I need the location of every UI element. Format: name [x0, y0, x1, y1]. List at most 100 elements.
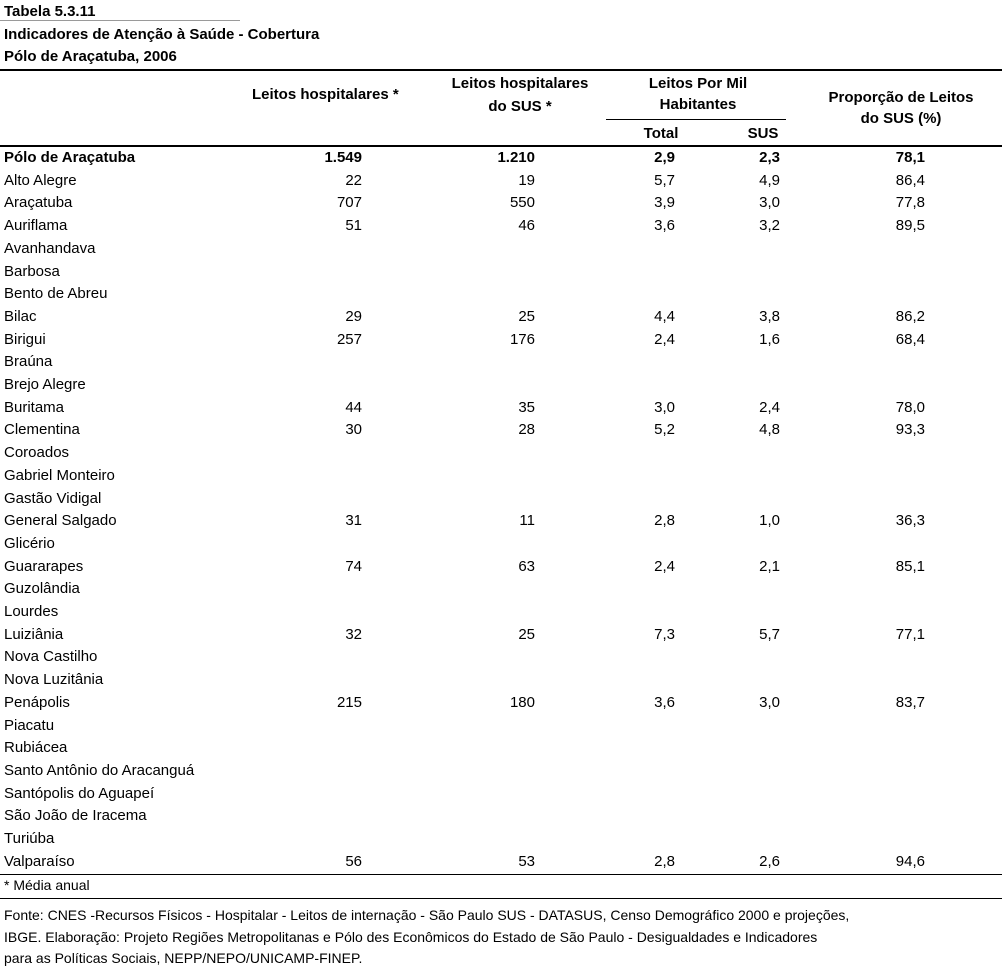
municipality-name: Rubiácea: [4, 739, 68, 757]
municipality-name: Guzolândia: [4, 580, 80, 598]
table-row: Glicério: [0, 533, 1002, 556]
table-row: Gabriel Monteiro: [0, 465, 1002, 488]
per-mil-sus-value: 2,3: [759, 149, 780, 166]
table-row: Bilac 29 25 4,4 3,8 86,2: [0, 306, 1002, 329]
header-top-rule: [0, 69, 1002, 71]
table-row: Auriflama 51 46 3,6 3,2 89,5: [0, 215, 1002, 238]
header-por-mil-line1: Leitos Por Mil: [648, 75, 748, 92]
per-mil-sus-value: 4,9: [759, 171, 780, 189]
table-row: Turiúba: [0, 828, 1002, 851]
per-mil-sus-value: 2,1: [759, 557, 780, 575]
leitos-value: 29: [345, 307, 362, 325]
table-row: Valparaíso 56 53 2,8 2,6 94,6: [0, 851, 1002, 874]
municipality-name: Gabriel Monteiro: [4, 466, 115, 484]
footnote: * Média anual: [4, 877, 90, 893]
header-leitos-hospitalares: Leitos hospitalares *: [252, 86, 399, 103]
leitos-sus-value: 550: [509, 194, 535, 212]
per-mil-total-value: 2,4: [654, 557, 675, 575]
proportion-value: 86,4: [895, 171, 925, 189]
municipality-name: Coroados: [4, 444, 70, 462]
table-row: Nova Luzitânia: [0, 669, 1002, 692]
header-proporcao-line2: do SUS (%): [860, 110, 942, 127]
proportion-value: 83,7: [895, 693, 925, 711]
municipality-name: Avanhandava: [4, 239, 96, 257]
leitos-sus-value: 28: [518, 421, 535, 439]
municipality-name: Nova Castilho: [4, 648, 98, 666]
proportion-value: 78,0: [895, 398, 925, 416]
table-row: Luiziânia 32 25 7,3 5,7 77,1: [0, 624, 1002, 647]
table-number: Tabela 5.3.11: [4, 3, 96, 20]
header-proporcao-line1: Proporção de Leitos: [828, 89, 974, 106]
table-row: Buritama 44 35 3,0 2,4 78,0: [0, 397, 1002, 420]
municipality-name: Valparaíso: [4, 852, 75, 870]
table-row: Araçatuba 707 550 3,9 3,0 77,8: [0, 192, 1002, 215]
header-leitos-sus-line1: Leitos hospitalares: [451, 75, 589, 92]
leitos-sus-value: 25: [518, 625, 535, 643]
per-mil-total-value: 7,3: [654, 625, 675, 643]
per-mil-sus-value: 3,8: [759, 307, 780, 325]
per-mil-total-value: 5,2: [654, 421, 675, 439]
per-mil-total-value: 5,7: [654, 171, 675, 189]
leitos-sus-value: 11: [519, 512, 535, 530]
municipality-name: Bilac: [4, 307, 37, 325]
table-row: Penápolis 215 180 3,6 3,0 83,7: [0, 692, 1002, 715]
title-divider: [0, 20, 240, 21]
table-row: Guzolândia: [0, 578, 1002, 601]
table-row: Santo Antônio do Aracanguá: [0, 760, 1002, 783]
proportion-value: 77,8: [895, 194, 925, 212]
leitos-value: 215: [336, 693, 362, 711]
table-row: Coroados: [0, 442, 1002, 465]
per-mil-total-value: 3,0: [654, 398, 675, 416]
per-mil-total-value: 2,9: [654, 149, 675, 166]
header-leitos-sus-line2: do SUS *: [488, 98, 552, 115]
table-bottom-rule: [0, 874, 1002, 875]
table-row: Lourdes: [0, 601, 1002, 624]
footnote-rule: [0, 898, 1002, 899]
leitos-sus-value: 176: [509, 330, 535, 348]
source-line-2: IBGE. Elaboração: Projeto Regiões Metrop…: [4, 929, 818, 945]
leitos-sus-value: 35: [518, 398, 535, 416]
table-row: General Salgado 31 11 2,8 1,0 36,3: [0, 510, 1002, 533]
municipality-name: Glicério: [4, 534, 55, 552]
proportion-value: 78,1: [895, 149, 925, 166]
municipality-name: Nova Luzitânia: [4, 671, 104, 689]
municipality-name: Pólo de Araçatuba: [4, 149, 136, 166]
table-subject: Indicadores de Atenção à Saúde - Cobertu…: [4, 26, 320, 43]
leitos-value: 30: [345, 421, 362, 439]
municipality-name: Barbosa: [4, 262, 60, 280]
municipality-name: Araçatuba: [4, 194, 73, 212]
table-row: Avanhandava: [0, 238, 1002, 261]
per-mil-total-value: 3,6: [654, 693, 675, 711]
leitos-value: 56: [345, 852, 362, 870]
table-row: São João de Iracema: [0, 805, 1002, 828]
per-mil-sus-value: 5,7: [759, 625, 780, 643]
table-row: Brejo Alegre: [0, 374, 1002, 397]
table-row: Birigui 257 176 2,4 1,6 68,4: [0, 329, 1002, 352]
proportion-value: 77,1: [895, 625, 925, 643]
leitos-sus-value: 53: [518, 852, 535, 870]
per-mil-sus-value: 1,6: [759, 330, 780, 348]
municipality-name: Santópolis do Aguapeí: [4, 784, 155, 802]
table-row: Alto Alegre 22 19 5,7 4,9 86,4: [0, 170, 1002, 193]
table-row: Braúna: [0, 351, 1002, 374]
municipality-name: Santo Antônio do Aracanguá: [4, 761, 195, 779]
table-row: Clementina 30 28 5,2 4,8 93,3: [0, 419, 1002, 442]
municipality-name: Alto Alegre: [4, 171, 77, 189]
municipality-name: Auriflama: [4, 217, 68, 235]
proportion-value: 85,1: [895, 557, 925, 575]
leitos-value: 257: [336, 330, 362, 348]
per-mil-total-value: 2,8: [654, 512, 675, 530]
municipality-name: Gastão Vidigal: [4, 489, 102, 507]
leitos-sus-value: 25: [518, 307, 535, 325]
per-mil-total-value: 3,9: [654, 194, 675, 212]
municipality-name: Braúna: [4, 353, 53, 371]
per-mil-sus-value: 4,8: [759, 421, 780, 439]
leitos-value: 1.549: [324, 149, 362, 166]
leitos-value: 44: [345, 398, 362, 416]
header-bottom-rule: [0, 145, 1002, 147]
per-mil-total-value: 3,6: [654, 217, 675, 235]
leitos-sus-value: 19: [518, 171, 535, 189]
table-row: Rubiácea: [0, 737, 1002, 760]
municipality-name: Piacatu: [4, 716, 55, 734]
table-row: Bento de Abreu: [0, 283, 1002, 306]
